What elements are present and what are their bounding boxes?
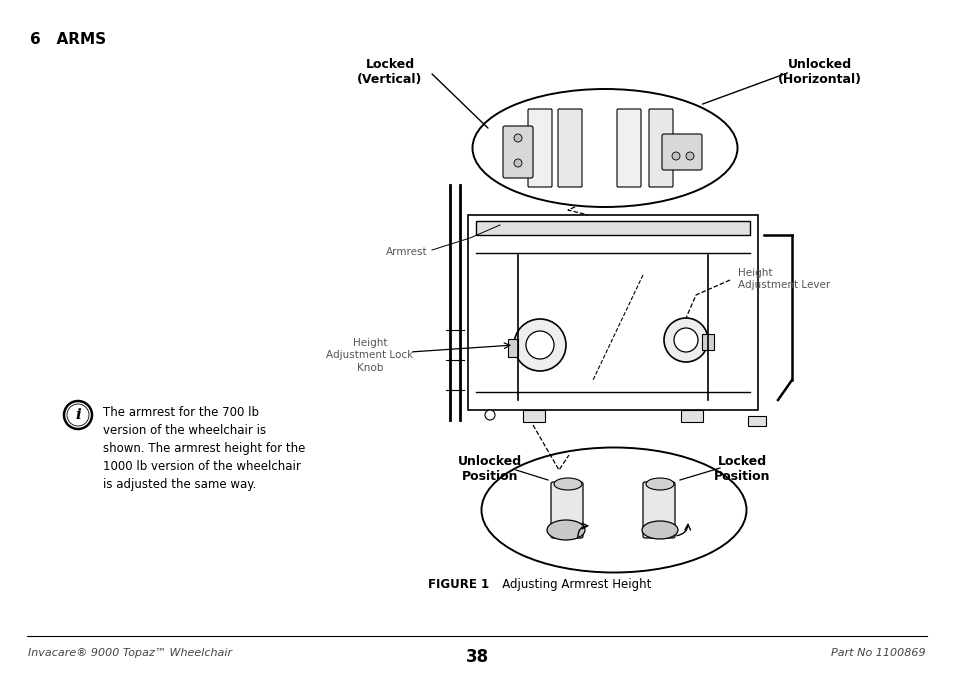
Text: Height
Adjustment Lock
Knob: Height Adjustment Lock Knob — [326, 338, 414, 373]
Text: Locked
Position: Locked Position — [713, 455, 769, 483]
Circle shape — [673, 328, 698, 352]
FancyBboxPatch shape — [642, 482, 675, 538]
Ellipse shape — [641, 521, 678, 539]
Text: Unlocked
Position: Unlocked Position — [457, 455, 521, 483]
Ellipse shape — [645, 478, 673, 490]
Text: version of the wheelchair is: version of the wheelchair is — [103, 424, 266, 437]
FancyBboxPatch shape — [527, 109, 552, 187]
Circle shape — [484, 410, 495, 420]
Bar — [468, 215, 758, 410]
Bar — [507, 339, 517, 357]
Bar — [747, 416, 765, 426]
Text: 1000 lb version of the wheelchair: 1000 lb version of the wheelchair — [103, 460, 300, 473]
Circle shape — [525, 331, 554, 359]
FancyBboxPatch shape — [648, 109, 672, 187]
Bar — [522, 410, 544, 422]
Text: shown. The armrest height for the: shown. The armrest height for the — [103, 442, 305, 455]
Text: Unlocked
(Horizontal): Unlocked (Horizontal) — [778, 58, 862, 86]
Text: 38: 38 — [465, 648, 488, 666]
Text: Adjusting Armrest Height: Adjusting Armrest Height — [491, 578, 651, 591]
Text: Locked
(Vertical): Locked (Vertical) — [357, 58, 422, 86]
Text: is adjusted the same way.: is adjusted the same way. — [103, 478, 256, 491]
Circle shape — [663, 318, 707, 362]
Text: Invacare® 9000 Topaz™ Wheelchair: Invacare® 9000 Topaz™ Wheelchair — [28, 648, 232, 658]
Circle shape — [671, 152, 679, 160]
Text: i: i — [75, 408, 81, 422]
Text: FIGURE 1: FIGURE 1 — [428, 578, 489, 591]
Ellipse shape — [546, 520, 584, 540]
FancyBboxPatch shape — [617, 109, 640, 187]
FancyBboxPatch shape — [502, 126, 533, 178]
Text: Part No 1100869: Part No 1100869 — [830, 648, 925, 658]
Circle shape — [514, 319, 565, 371]
Text: Armrest: Armrest — [386, 247, 428, 257]
Circle shape — [685, 152, 693, 160]
FancyBboxPatch shape — [551, 482, 582, 538]
Bar — [680, 410, 702, 422]
Ellipse shape — [554, 478, 581, 490]
FancyBboxPatch shape — [558, 109, 581, 187]
Text: Height
Adjustment Lever: Height Adjustment Lever — [738, 268, 829, 290]
Circle shape — [514, 159, 521, 167]
Bar — [701, 334, 713, 350]
Text: The armrest for the 700 lb: The armrest for the 700 lb — [103, 406, 258, 419]
Bar — [476, 221, 749, 235]
Text: 6   ARMS: 6 ARMS — [30, 32, 106, 47]
FancyBboxPatch shape — [661, 134, 701, 170]
Circle shape — [514, 134, 521, 142]
